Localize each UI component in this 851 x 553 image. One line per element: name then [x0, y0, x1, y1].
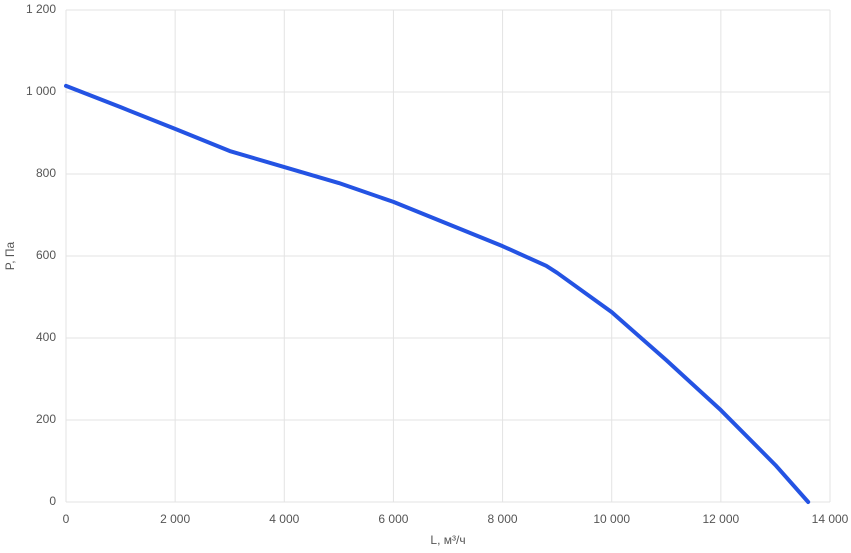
x-tick-label: 12 000 [703, 512, 740, 526]
y-tick-label: 600 [36, 248, 56, 262]
x-tick-label: 0 [63, 512, 70, 526]
x-tick-label: 4 000 [269, 512, 299, 526]
y-axis-label: P, Па [3, 241, 17, 270]
x-tick-label: 6 000 [378, 512, 408, 526]
y-tick-label: 0 [49, 494, 56, 508]
x-tick-label: 14 000 [812, 512, 849, 526]
x-tick-label: 8 000 [488, 512, 518, 526]
x-tick-label: 2 000 [160, 512, 190, 526]
y-tick-label: 200 [36, 412, 56, 426]
line [64, 83, 811, 504]
y-tick-label: 800 [36, 166, 56, 180]
x-tick-label: 10 000 [593, 512, 630, 526]
y-tick-label: 1 200 [26, 2, 56, 16]
x-axis-label: L, м³/ч [430, 533, 465, 547]
y-tick-label: 1 000 [26, 84, 56, 98]
y-tick-label: 400 [36, 330, 56, 344]
